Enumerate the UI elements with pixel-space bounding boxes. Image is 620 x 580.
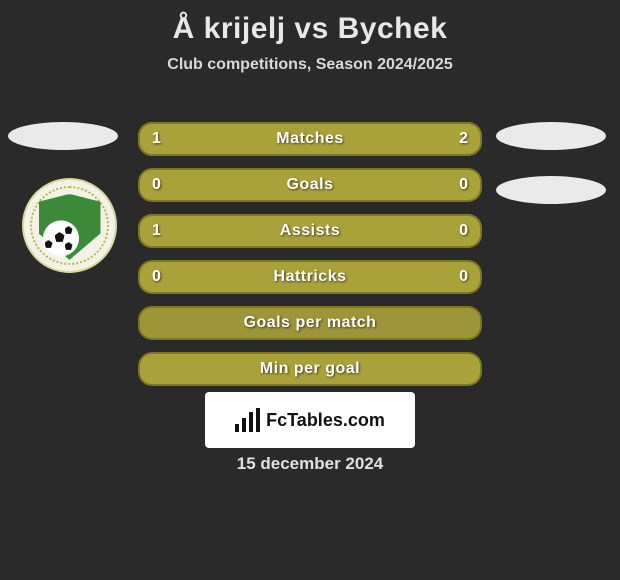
stat-right-value: 0 xyxy=(459,176,468,194)
club-left-badge xyxy=(22,178,117,273)
stat-row-mpg: Min per goal xyxy=(138,352,482,386)
watermark-text: FcTables.com xyxy=(266,410,385,431)
page-title: Å krijelj vs Bychek xyxy=(0,0,620,46)
stat-left-value: 0 xyxy=(152,176,161,194)
club-right-placeholder xyxy=(496,176,606,204)
stat-label: Assists xyxy=(280,222,340,240)
stat-label: Hattricks xyxy=(274,268,347,286)
stat-row-gpm: Goals per match xyxy=(138,306,482,340)
date-text: 15 december 2024 xyxy=(237,454,384,474)
watermark-icon xyxy=(235,408,260,432)
stat-label: Goals xyxy=(287,176,334,194)
player-right-placeholder xyxy=(496,122,606,150)
stat-left-value: 0 xyxy=(152,268,161,286)
player-left-placeholder xyxy=(8,122,118,150)
stat-left-value: 1 xyxy=(152,130,161,148)
stat-left-value: 1 xyxy=(152,222,161,240)
stat-right-value: 2 xyxy=(459,130,468,148)
stat-row-goals: 0 Goals 0 xyxy=(138,168,482,202)
stat-right-value: 0 xyxy=(459,268,468,286)
subtitle: Club competitions, Season 2024/2025 xyxy=(0,56,620,74)
watermark: FcTables.com xyxy=(205,392,415,448)
stat-row-assists: 1 Assists 0 xyxy=(138,214,482,248)
stat-right-value: 0 xyxy=(459,222,468,240)
stat-label: Matches xyxy=(276,130,344,148)
stat-row-hattricks: 0 Hattricks 0 xyxy=(138,260,482,294)
stats-container: 1 Matches 2 0 Goals 0 1 Assists 0 0 Hatt… xyxy=(138,122,482,398)
stat-label: Min per goal xyxy=(260,360,360,378)
stat-label: Goals per match xyxy=(244,314,377,332)
stat-row-matches: 1 Matches 2 xyxy=(138,122,482,156)
